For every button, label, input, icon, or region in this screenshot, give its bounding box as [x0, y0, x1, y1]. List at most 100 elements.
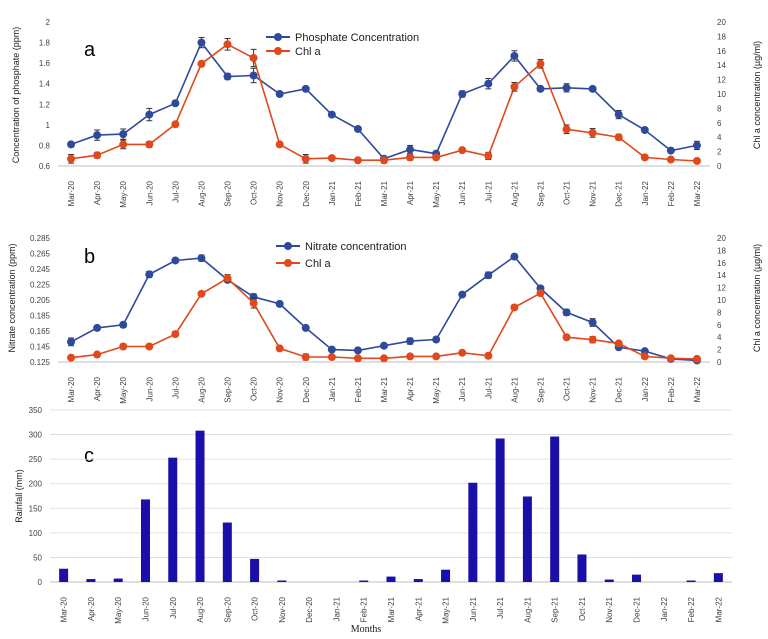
- y-tick-label: 0.245: [30, 265, 51, 274]
- y2-tick-label: 10: [717, 296, 726, 305]
- data-point: [119, 320, 128, 329]
- data-point: [93, 350, 102, 359]
- data-point: [484, 79, 493, 88]
- data-point: [301, 323, 310, 332]
- data-point: [119, 342, 128, 351]
- y-tick-label: 1.4: [39, 80, 51, 89]
- data-point: [223, 274, 232, 283]
- x-tick-label: Oct-21: [578, 596, 587, 621]
- chart-a-legend-marker-chla: [274, 47, 282, 55]
- chart-a-phosphate-chla: a Concentration of phosphate (ppm) Chl a…: [11, 18, 762, 208]
- data-point: [536, 289, 545, 298]
- data-point: [197, 254, 206, 263]
- x-tick-label: May-20: [119, 180, 128, 207]
- y2-tick-label: 12: [717, 76, 726, 85]
- y2-tick-label: 14: [717, 271, 726, 280]
- x-tick-label: May-21: [442, 596, 451, 623]
- data-point: [562, 308, 571, 317]
- x-tick-label: May-21: [432, 376, 441, 403]
- data-point: [614, 339, 623, 348]
- x-tick-label: Feb-21: [354, 376, 363, 402]
- data-point: [510, 252, 519, 261]
- x-tick-label: Aug-20: [197, 376, 206, 402]
- x-tick-label: May-21: [432, 180, 441, 207]
- x-tick-label: Jul-21: [496, 596, 505, 618]
- data-point: [484, 351, 493, 360]
- data-point: [249, 71, 258, 80]
- y-tick-label: 0.185: [30, 312, 51, 321]
- y2-tick-label: 0: [717, 358, 722, 367]
- data-point: [249, 292, 258, 301]
- data-point: [93, 323, 102, 332]
- y2-tick-label: 16: [717, 47, 726, 56]
- data-point: [458, 290, 467, 299]
- data-point: [588, 318, 597, 327]
- x-tick-label: Dec-21: [633, 596, 642, 622]
- panel-letter-c: c: [84, 445, 94, 467]
- y-tick-label: 1: [46, 121, 51, 130]
- x-tick-label: Jun-21: [458, 180, 467, 205]
- chart-a-legend-marker-phosphate: [274, 33, 282, 41]
- x-tick-label: Jan-22: [660, 596, 669, 621]
- y2-tick-label: 20: [717, 18, 726, 27]
- y2-tick-label: 12: [717, 284, 726, 293]
- chart-b-legend-marker-chla: [284, 259, 292, 267]
- data-point: [562, 83, 571, 92]
- data-point: [275, 90, 284, 98]
- data-point: [510, 51, 519, 60]
- bar: [468, 482, 478, 582]
- bar: [604, 579, 614, 582]
- y-tick-label: 50: [33, 553, 42, 562]
- x-tick-label: Oct-20: [250, 376, 259, 401]
- y-tick-label: 0.6: [39, 162, 51, 171]
- data-point: [93, 151, 102, 160]
- data-point: [692, 156, 701, 165]
- panel-letter-a: a: [84, 39, 96, 61]
- chart-b-legend-marker-nitrate: [284, 242, 292, 250]
- x-tick-label: Sep-20: [224, 180, 233, 206]
- x-tick-label: Feb-22: [687, 596, 696, 622]
- y-tick-label: 200: [29, 480, 43, 489]
- bar: [495, 438, 505, 582]
- y-tick-label: 0.265: [30, 250, 51, 259]
- y2-tick-label: 18: [717, 246, 726, 255]
- data-point: [301, 154, 310, 163]
- data-point: [119, 140, 128, 149]
- x-tick-label: Jul-20: [171, 180, 180, 202]
- data-point: [588, 335, 597, 344]
- data-point: [327, 154, 336, 163]
- y-tick-label: 0.8: [39, 141, 51, 150]
- x-tick-label: May-20: [114, 596, 123, 623]
- x-tick-label: Apr-20: [93, 180, 102, 205]
- bar: [222, 522, 232, 582]
- bar: [59, 568, 69, 582]
- data-point: [223, 72, 232, 81]
- y2-tick-label: 2: [717, 148, 722, 157]
- data-point: [666, 155, 675, 164]
- y-tick-label: 0: [38, 578, 43, 587]
- chart-b-left-axis-title: Nitrate concentration (ppm): [7, 243, 17, 352]
- data-point: [406, 337, 415, 346]
- bar: [577, 554, 587, 582]
- x-tick-label: Jun-20: [145, 376, 154, 401]
- x-tick-label: Sep-21: [536, 180, 545, 206]
- x-tick-label: Dec-20: [302, 180, 311, 206]
- data-point: [249, 54, 258, 62]
- x-tick-label: Mar-20: [67, 376, 76, 402]
- panel-letter-b: b: [84, 246, 95, 268]
- data-point: [275, 344, 284, 353]
- x-tick-label: Jul-20: [169, 596, 178, 618]
- x-tick-label: Jan-21: [332, 596, 341, 621]
- y-tick-label: 0.165: [30, 327, 51, 336]
- data-point: [353, 354, 362, 363]
- y2-tick-label: 4: [717, 333, 722, 342]
- bar: [522, 496, 532, 582]
- data-point: [562, 125, 571, 134]
- y-tick-label: 2: [46, 18, 51, 27]
- chart-c-left-axis-title: Rainfall (mm): [14, 469, 24, 523]
- data-point: [458, 90, 467, 98]
- data-point: [510, 82, 519, 91]
- y-tick-label: 1.8: [39, 39, 51, 48]
- data-point: [145, 342, 154, 351]
- x-tick-label: Dec-21: [615, 376, 624, 402]
